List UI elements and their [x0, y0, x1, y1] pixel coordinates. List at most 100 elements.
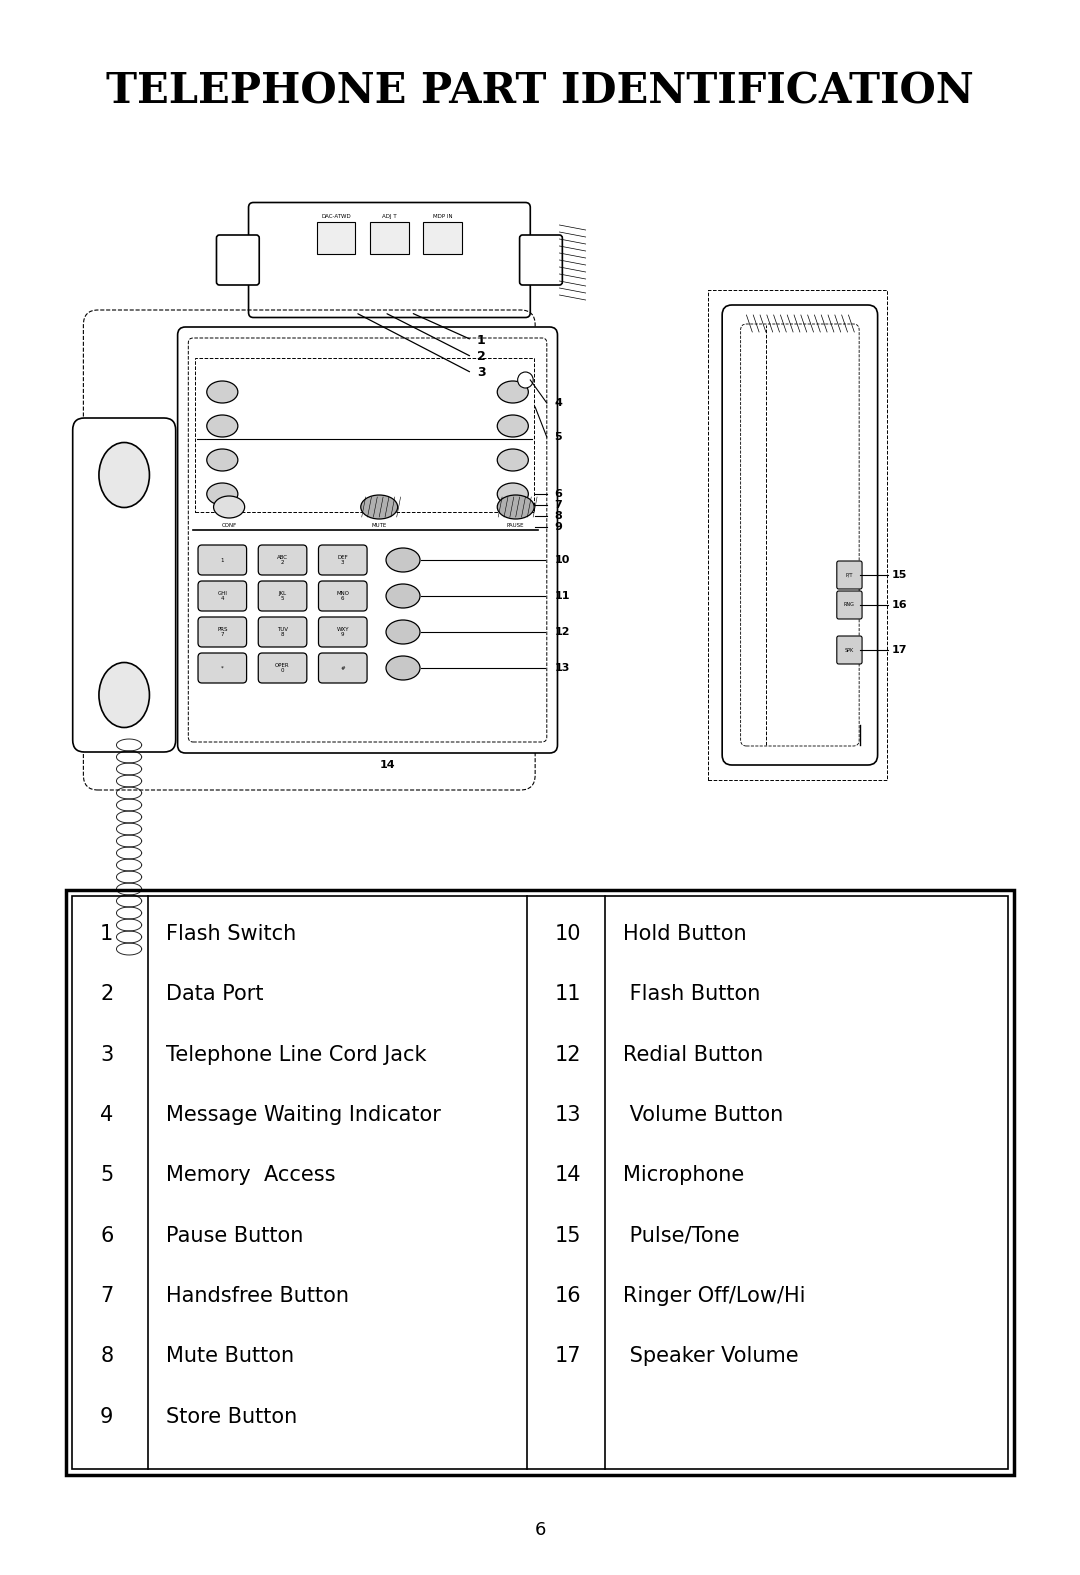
Text: Volume Button: Volume Button: [622, 1106, 783, 1125]
Text: DAC-ATWD: DAC-ATWD: [321, 214, 351, 219]
Text: ADJ T: ADJ T: [382, 214, 396, 219]
Ellipse shape: [497, 381, 528, 403]
Text: 7: 7: [100, 1287, 113, 1306]
Text: 14: 14: [555, 1166, 581, 1186]
Text: 5: 5: [100, 1166, 113, 1186]
Text: Message Waiting Indicator: Message Waiting Indicator: [166, 1106, 441, 1125]
FancyBboxPatch shape: [319, 654, 367, 684]
Ellipse shape: [206, 484, 238, 506]
Ellipse shape: [497, 484, 528, 506]
Text: Mute Button: Mute Button: [166, 1347, 294, 1367]
Text: Memory  Access: Memory Access: [166, 1166, 336, 1186]
Text: 6: 6: [100, 1225, 113, 1246]
FancyBboxPatch shape: [248, 203, 530, 318]
Text: 3: 3: [477, 367, 486, 380]
Text: 9: 9: [554, 521, 563, 532]
Ellipse shape: [386, 657, 420, 680]
Text: JKL
5: JKL 5: [279, 591, 286, 602]
Text: 2: 2: [100, 984, 113, 1005]
FancyBboxPatch shape: [198, 581, 246, 611]
Ellipse shape: [497, 495, 535, 520]
Text: Data Port: Data Port: [166, 984, 264, 1005]
Text: OPER
0: OPER 0: [275, 663, 289, 674]
FancyBboxPatch shape: [258, 654, 307, 684]
Ellipse shape: [386, 621, 420, 644]
Text: 12: 12: [554, 627, 570, 636]
Text: 1: 1: [220, 558, 224, 562]
Ellipse shape: [99, 663, 149, 728]
Text: 7: 7: [554, 499, 563, 510]
FancyBboxPatch shape: [370, 222, 409, 254]
FancyBboxPatch shape: [72, 417, 176, 751]
Text: *: *: [221, 666, 224, 671]
Text: 16: 16: [892, 600, 907, 610]
Ellipse shape: [386, 548, 420, 572]
Text: 16: 16: [555, 1287, 581, 1306]
FancyBboxPatch shape: [319, 581, 367, 611]
Text: 2: 2: [477, 351, 486, 364]
Text: MDP IN: MDP IN: [433, 214, 453, 219]
FancyBboxPatch shape: [258, 545, 307, 575]
Ellipse shape: [206, 414, 238, 436]
Text: P/T: P/T: [846, 572, 853, 578]
Text: MNO
6: MNO 6: [336, 591, 349, 602]
Text: 12: 12: [555, 1044, 581, 1065]
Text: #: #: [340, 666, 346, 671]
Bar: [71, 896, 1009, 1469]
Text: 4: 4: [100, 1106, 113, 1125]
Ellipse shape: [497, 414, 528, 436]
Text: 14: 14: [380, 761, 395, 770]
Text: 9: 9: [100, 1406, 113, 1427]
Text: Store Button: Store Button: [166, 1406, 297, 1427]
Text: 1: 1: [100, 925, 113, 943]
Text: 3: 3: [100, 1044, 113, 1065]
FancyBboxPatch shape: [319, 617, 367, 647]
FancyBboxPatch shape: [198, 617, 246, 647]
Text: Hold Button: Hold Button: [622, 925, 746, 943]
Text: Telephone Line Cord Jack: Telephone Line Cord Jack: [166, 1044, 427, 1065]
Text: ABC
2: ABC 2: [278, 554, 288, 565]
Text: WXY
9: WXY 9: [337, 627, 349, 638]
Text: 15: 15: [892, 570, 907, 580]
Text: Pulse/Tone: Pulse/Tone: [622, 1225, 739, 1246]
Text: Ringer Off/Low/Hi: Ringer Off/Low/Hi: [622, 1287, 805, 1306]
FancyBboxPatch shape: [837, 636, 862, 665]
Text: Pause Button: Pause Button: [166, 1225, 303, 1246]
Text: RNG: RNG: [843, 603, 855, 608]
Text: 10: 10: [555, 925, 581, 943]
FancyBboxPatch shape: [319, 545, 367, 575]
Text: Flash Switch: Flash Switch: [166, 925, 296, 943]
Text: 6: 6: [535, 1521, 545, 1539]
FancyBboxPatch shape: [258, 581, 307, 611]
Text: Redial Button: Redial Button: [622, 1044, 762, 1065]
Text: 17: 17: [892, 646, 907, 655]
FancyBboxPatch shape: [423, 222, 462, 254]
Text: Speaker Volume: Speaker Volume: [622, 1347, 798, 1367]
FancyBboxPatch shape: [198, 654, 246, 684]
Text: TELEPHONE PART IDENTIFICATION: TELEPHONE PART IDENTIFICATION: [106, 69, 974, 112]
Text: Microphone: Microphone: [622, 1166, 744, 1186]
Text: Flash Button: Flash Button: [622, 984, 760, 1005]
Text: 1: 1: [477, 334, 486, 346]
Text: 11: 11: [554, 591, 570, 602]
Text: CONF: CONF: [221, 523, 237, 528]
Text: Handsfree Button: Handsfree Button: [166, 1287, 349, 1306]
Text: PAUSE: PAUSE: [507, 523, 525, 528]
Bar: [66, 890, 1014, 1476]
Text: PRS
7: PRS 7: [217, 627, 228, 638]
Text: 17: 17: [555, 1347, 581, 1367]
FancyBboxPatch shape: [316, 222, 355, 254]
Ellipse shape: [99, 443, 149, 507]
Ellipse shape: [361, 495, 397, 520]
FancyBboxPatch shape: [837, 591, 862, 619]
Text: 8: 8: [100, 1347, 113, 1367]
Text: 11: 11: [555, 984, 581, 1005]
Text: 15: 15: [555, 1225, 581, 1246]
FancyBboxPatch shape: [177, 328, 557, 753]
Ellipse shape: [214, 496, 245, 518]
FancyBboxPatch shape: [216, 235, 259, 285]
Text: DEF
3: DEF 3: [337, 554, 348, 565]
Text: 13: 13: [555, 1106, 581, 1125]
Ellipse shape: [386, 584, 420, 608]
Text: 4: 4: [554, 398, 563, 408]
